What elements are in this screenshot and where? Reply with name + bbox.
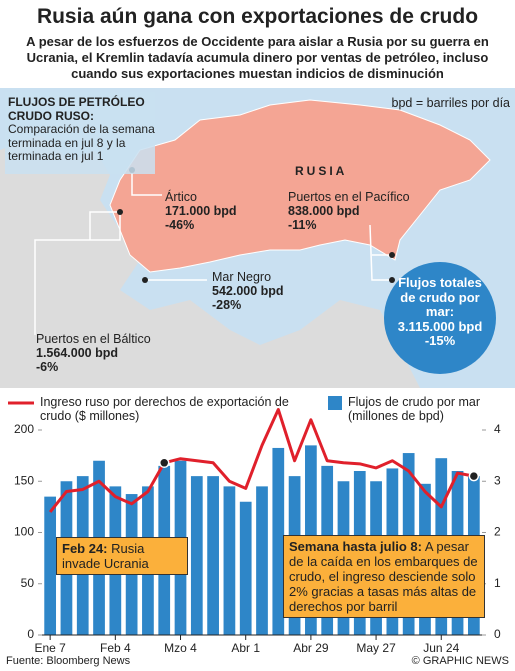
callout-lines <box>34 170 392 335</box>
y2-tick-label: 3 <box>494 473 501 487</box>
port-name: Puertos en el Báltico <box>36 332 151 346</box>
port-flow: 171.000 bpd <box>165 204 237 218</box>
bar <box>190 476 203 635</box>
port-name: Ártico <box>165 190 197 204</box>
port: Puertos en el Báltico 1.564.000 bpd -6% <box>36 332 186 374</box>
x-tick-label: Ene 7 <box>34 641 66 655</box>
map-key: bpd = barriles por día <box>391 96 510 110</box>
y-tick-label: 200 <box>14 422 34 436</box>
port: Mar Negro 542.000 bpd -28% <box>212 270 322 312</box>
bar <box>207 476 219 635</box>
y2-tick-label: 2 <box>494 525 501 539</box>
point <box>468 470 480 482</box>
y-tick-label: 0 <box>27 627 34 641</box>
land <box>300 300 420 388</box>
legend-entry: Flujos de crudo por mar (millones de bpd… <box>348 395 481 423</box>
annotation-text: A pesar de la caída en los embarques de … <box>289 539 478 614</box>
port: Puertos en el Pacífico 838.000 bpd -11% <box>288 190 438 232</box>
annotation: Semana hasta julio 8: A pesar de la caíd… <box>283 535 485 618</box>
country-label: RUSIA <box>295 164 347 178</box>
port-name: Puertos en el Pacífico <box>288 190 410 204</box>
port-change: -28% <box>212 298 242 312</box>
bar <box>239 501 252 635</box>
port-name: Mar Negro <box>212 270 272 284</box>
y2-tick-label: 4 <box>494 422 501 436</box>
annotation-head: Semana hasta julio 8: <box>289 539 422 554</box>
y2-tick-label: 1 <box>494 576 501 590</box>
x-tick-label: Abr 1 <box>231 641 260 655</box>
annotation: Feb 24: Rusia invade Ucrania <box>56 537 188 575</box>
annotation-head: Feb 24: <box>62 541 108 556</box>
total: Flujos totales de crudo por mar: 3.115.00… <box>390 275 490 349</box>
map-description: Comparación de la semana terminada en ju… <box>8 122 155 163</box>
line <box>48 408 475 513</box>
y-tick-label: 50 <box>21 576 35 590</box>
port-flow: 838.000 bpd <box>288 204 360 218</box>
info-bg <box>5 92 155 174</box>
port-change: -11% <box>288 218 317 232</box>
credit: © GRAPHIC NEWS <box>411 655 509 667</box>
title: Rusia aún gana con exportaciones de crud… <box>36 5 479 28</box>
bar <box>223 486 236 635</box>
port-change: -46% <box>165 218 195 232</box>
y-tick-label: 100 <box>14 525 34 539</box>
annotation-text: Rusia invade Ucrania <box>62 541 149 571</box>
source: Fuente: Bloomberg News <box>6 655 131 667</box>
map-info: FLUJOS DE PETRÓLEO CRUDO RUSO: Comparaci… <box>8 95 163 164</box>
bar <box>256 486 268 635</box>
total-change: -15% <box>424 333 456 348</box>
bar <box>44 496 57 635</box>
legend-swatch <box>328 396 342 410</box>
port: Ártico 171.000 bpd -46% <box>165 190 275 232</box>
legend-entry: Ingreso ruso por derechos de exportación… <box>40 395 289 423</box>
total-bubble <box>384 262 496 374</box>
y2-tick-label: 0 <box>494 627 501 641</box>
x-tick-label: Jun 24 <box>423 641 459 655</box>
x-tick-label: Mzo 4 <box>164 641 197 655</box>
x-tick-label: Feb 4 <box>100 641 131 655</box>
port-change: -6% <box>36 360 59 374</box>
total-flow: 3.115.000 bpd <box>397 318 483 334</box>
port-flow: 1.564.000 bpd <box>36 346 118 360</box>
x-tick-label: May 27 <box>356 641 396 655</box>
bar <box>272 447 285 635</box>
subtitle: A pesar de los esfuerzos de Occidente pa… <box>26 34 489 81</box>
total-label: Flujos totales de crudo por mar: <box>398 275 482 319</box>
land <box>0 135 360 388</box>
port-flow: 542.000 bpd <box>212 284 284 298</box>
point <box>158 457 170 469</box>
y-tick-label: 150 <box>14 473 34 487</box>
russia <box>109 99 491 273</box>
x-tick-label: Abr 29 <box>293 641 329 655</box>
map-heading: FLUJOS DE PETRÓLEO CRUDO RUSO: <box>8 95 145 123</box>
